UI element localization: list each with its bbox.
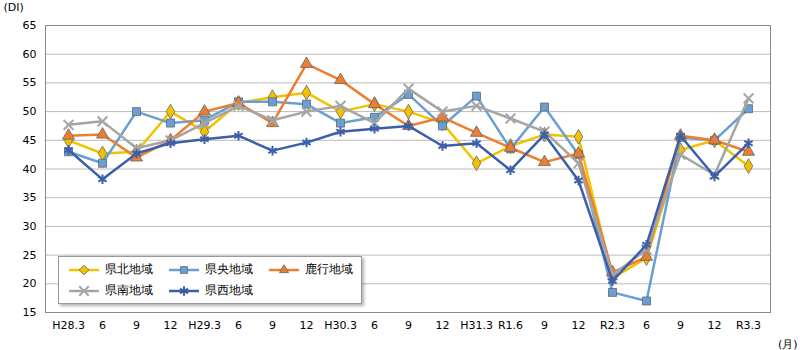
html-text:県北地域: 県北地域: [105, 262, 153, 276]
svg-text:6: 6: [99, 319, 106, 332]
svg-text:6: 6: [371, 319, 378, 332]
svg-text:9: 9: [269, 319, 276, 332]
svg-text:H31.3: H31.3: [460, 319, 493, 332]
svg-text:9: 9: [133, 319, 140, 332]
svg-text:25: 25: [23, 249, 37, 262]
svg-text:12: 12: [572, 319, 586, 332]
svg-text:20: 20: [23, 277, 37, 290]
svg-text:50: 50: [23, 105, 37, 118]
svg-text:H30.3: H30.3: [324, 319, 357, 332]
svg-text:30: 30: [23, 220, 37, 233]
svg-text:H28.3: H28.3: [52, 319, 85, 332]
svg-text:12: 12: [300, 319, 314, 332]
html-text:県央地域: 県央地域: [205, 262, 253, 276]
svg-text:(DI): (DI): [4, 1, 24, 14]
svg-text:65: 65: [23, 19, 37, 32]
svg-text:35: 35: [23, 191, 37, 204]
svg-text:12: 12: [436, 319, 450, 332]
svg-text:9: 9: [677, 319, 684, 332]
svg-text:12: 12: [708, 319, 722, 332]
svg-text:H29.3: H29.3: [188, 319, 221, 332]
svg-text:R2.3: R2.3: [600, 319, 625, 332]
svg-text:R3.3: R3.3: [736, 319, 761, 332]
svg-text:15: 15: [23, 306, 37, 319]
svg-text:9: 9: [541, 319, 548, 332]
svg-text:40: 40: [23, 163, 37, 176]
svg-text:12: 12: [164, 319, 178, 332]
html-text:鹿行地域: 鹿行地域: [305, 262, 353, 276]
html-text:県南地域: 県南地域: [105, 283, 153, 297]
svg-text:R1.6: R1.6: [498, 319, 523, 332]
svg-text:(月): (月): [778, 338, 798, 350]
svg-text:55: 55: [23, 76, 37, 89]
svg-text:45: 45: [23, 134, 37, 147]
svg-text:6: 6: [643, 319, 650, 332]
svg-text:6: 6: [235, 319, 242, 332]
svg-text:9: 9: [405, 319, 412, 332]
html-text:県西地域: 県西地域: [205, 283, 253, 297]
svg-text:60: 60: [23, 48, 37, 61]
